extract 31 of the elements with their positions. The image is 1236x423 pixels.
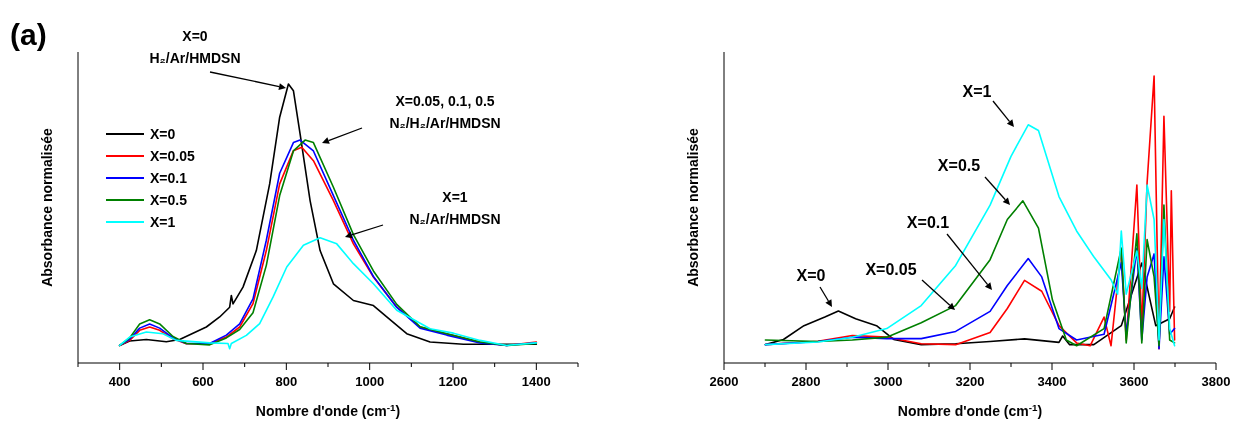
legend-label: X=0.5 xyxy=(150,192,188,208)
annotation: X=0.05, 0.1, 0.5 N₂/H₂/Ar/HMDSN xyxy=(389,93,501,131)
x-tick-label: 600 xyxy=(192,374,214,389)
legend-label: X=1 xyxy=(150,214,176,230)
x-tick-label: 2800 xyxy=(791,374,821,389)
annotation: X=0.5 xyxy=(937,157,981,174)
x-tick-label: 3600 xyxy=(1119,374,1149,389)
annotation: X=0.1 xyxy=(906,214,950,231)
x-tick-label: 3800 xyxy=(1201,374,1231,389)
x-tick-label: 2600 xyxy=(709,374,739,389)
x-tick-label: 800 xyxy=(275,374,298,389)
x-axis-title: Nombre d'onde (cm$^{-1}$) xyxy=(897,401,1043,419)
legend-label: X=0 xyxy=(150,126,176,142)
x-tick-label: 3000 xyxy=(873,374,903,389)
x-tick-label: 3200 xyxy=(955,374,985,389)
annotation: X=0 xyxy=(796,267,826,284)
x-axis-title: Nombre d'onde (cm$^{-1}$) xyxy=(255,401,401,419)
x-tick-label: 3400 xyxy=(1037,374,1067,389)
legend-label: X=0.1 xyxy=(150,170,188,186)
x-tick-label: 1400 xyxy=(521,374,551,389)
x-tick-label: 400 xyxy=(108,374,131,389)
annotation: X=1 N₂/Ar/HMDSN xyxy=(409,189,501,227)
x-tick-label: 1000 xyxy=(355,374,385,389)
text: X=0 H₂/Ar/HMDSN xyxy=(149,28,241,66)
legend-label: X=0.05 xyxy=(150,148,195,164)
chart-title: (a) xyxy=(10,18,47,51)
annotation: X=0.05 xyxy=(865,261,917,278)
x-tick-label: 1200 xyxy=(438,374,468,389)
y-axis-title: Absorbance normalisée xyxy=(39,127,55,287)
annotation: X=1 xyxy=(962,83,992,100)
y-axis-title: Absorbance normalisée xyxy=(685,127,701,287)
